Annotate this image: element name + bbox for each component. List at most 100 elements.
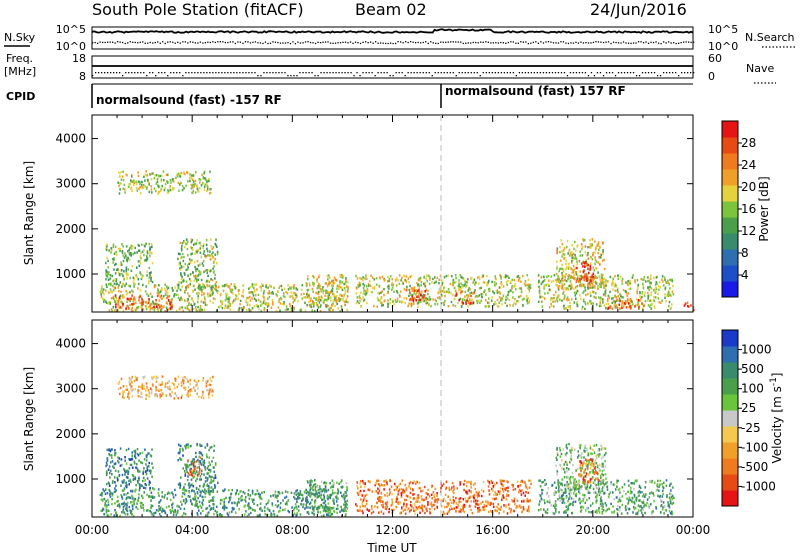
range-gate-cell xyxy=(417,299,420,302)
range-gate-cell xyxy=(538,280,540,283)
range-gate-cell xyxy=(259,493,261,497)
range-gate-cell xyxy=(104,492,107,495)
range-gate-cell xyxy=(358,300,361,304)
range-gate-cell xyxy=(569,307,572,310)
range-gate-cell xyxy=(516,275,519,279)
range-gate-cell xyxy=(441,282,444,285)
range-gate-cell xyxy=(590,255,592,259)
range-gate-cell xyxy=(161,509,163,513)
range-gate-cell xyxy=(576,277,579,281)
range-gate-cell xyxy=(392,283,394,286)
range-gate-cell xyxy=(180,296,182,299)
range-gate-cell xyxy=(560,286,563,290)
range-gate-cell xyxy=(109,448,111,451)
range-gate-cell xyxy=(113,514,116,517)
nave-point xyxy=(443,72,445,74)
range-gate-cell xyxy=(235,294,238,298)
range-gate-cell xyxy=(336,504,339,507)
range-gate-cell xyxy=(146,292,148,296)
range-gate-cell xyxy=(230,290,232,293)
range-gate-cell xyxy=(501,488,504,491)
range-gate-cell xyxy=(318,286,320,289)
range-gate-cell xyxy=(198,466,200,469)
nsearch-point xyxy=(415,42,417,44)
nave-point xyxy=(353,75,355,77)
nsearch-point xyxy=(334,42,337,44)
range-gate-cell xyxy=(413,287,415,290)
range-gate-cell xyxy=(204,446,207,449)
range-gate-cell xyxy=(108,309,111,312)
nsearch-point xyxy=(492,42,494,44)
range-gate-cell xyxy=(307,500,309,504)
range-gate-cell xyxy=(107,278,110,281)
range-gate-cell xyxy=(576,304,579,307)
range-gate-cell xyxy=(126,291,129,295)
range-gate-cell xyxy=(198,285,200,288)
range-gate-cell xyxy=(615,299,618,302)
range-gate-cell xyxy=(594,248,597,251)
range-gate-cell xyxy=(313,493,315,496)
range-gate-cell xyxy=(155,299,157,302)
range-gate-cell xyxy=(246,504,249,507)
range-gate-cell xyxy=(318,284,320,287)
range-gate-cell xyxy=(212,466,215,469)
range-gate-cell xyxy=(391,503,394,506)
colorbar-segment xyxy=(722,169,738,186)
range-gate-cell xyxy=(183,493,186,496)
range-gate-cell xyxy=(211,480,214,483)
range-gate-cell xyxy=(611,279,614,283)
range-gate-cell xyxy=(490,487,493,491)
range-gate-cell xyxy=(145,301,147,304)
range-gate-cell xyxy=(110,290,112,293)
range-gate-cell xyxy=(311,498,313,502)
range-gate-cell xyxy=(486,284,488,287)
range-gate-cell xyxy=(360,304,362,308)
range-gate-cell xyxy=(316,496,319,499)
nsearch-point xyxy=(455,41,457,43)
range-gate-cell xyxy=(647,297,649,300)
range-gate-cell xyxy=(205,382,208,385)
range-gate-cell xyxy=(198,463,201,466)
range-gate-cell xyxy=(150,469,152,473)
range-gate-cell xyxy=(251,489,254,492)
range-gate-cell xyxy=(145,394,147,397)
nsearch-point xyxy=(122,41,124,44)
range-gate-cell xyxy=(147,179,149,182)
range-gate-cell xyxy=(195,380,197,384)
range-gate-cell xyxy=(201,394,204,397)
range-gate-cell xyxy=(332,302,334,305)
range-gate-cell xyxy=(418,296,420,299)
range-gate-cell xyxy=(205,380,207,383)
range-gate-cell xyxy=(194,275,196,278)
range-gate-cell xyxy=(142,300,145,303)
range-gate-cell xyxy=(371,276,374,279)
nsearch-point xyxy=(645,41,647,43)
range-gate-cell xyxy=(109,302,112,305)
range-gate-cell xyxy=(102,297,104,301)
range-gate-cell xyxy=(108,453,110,456)
range-gate-cell xyxy=(145,170,147,173)
range-gate-cell xyxy=(268,295,271,299)
nave-point xyxy=(110,72,112,74)
range-gate-cell xyxy=(614,275,616,278)
range-gate-cell xyxy=(669,278,671,281)
range-gate-cell xyxy=(202,379,204,382)
range-gate-cell xyxy=(589,267,592,270)
range-gate-cell xyxy=(382,500,384,504)
range-gate-cell xyxy=(147,181,150,184)
range-gate-cell xyxy=(126,469,129,473)
range-gate-cell xyxy=(338,282,341,286)
nave-point xyxy=(338,72,340,74)
range-gate-cell xyxy=(166,191,169,194)
range-gate-cell xyxy=(158,505,160,508)
range-gate-cell xyxy=(617,294,619,298)
range-gate-cell xyxy=(489,501,492,505)
range-gate-cell xyxy=(410,304,413,308)
nave-point xyxy=(509,72,511,74)
range-gate-cell xyxy=(640,297,642,300)
range-gate-cell xyxy=(138,385,140,388)
range-gate-cell xyxy=(210,390,213,393)
nsearch-point xyxy=(620,42,622,44)
range-gate-cell xyxy=(190,467,192,471)
range-gate-cell xyxy=(514,302,517,306)
